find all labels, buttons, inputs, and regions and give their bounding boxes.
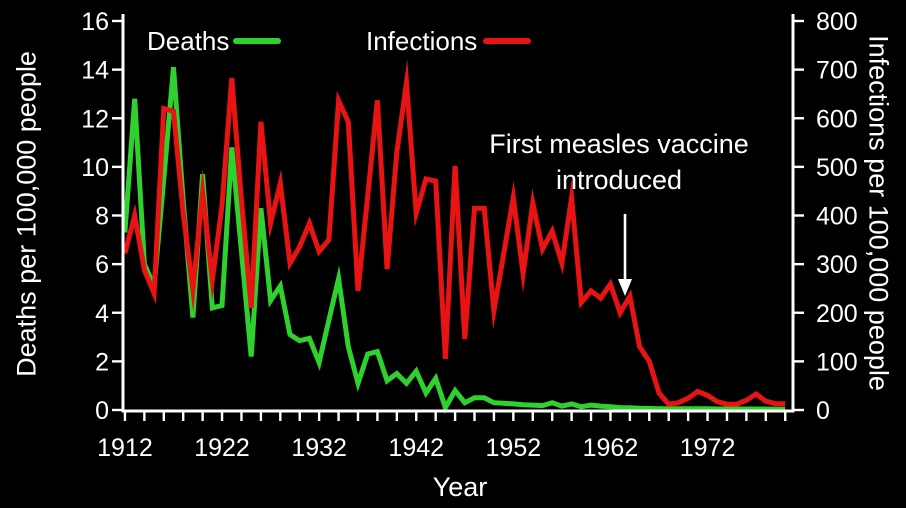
y-axis-right-tick-labels: 0 100 200 300 400 500 600 700 800	[816, 8, 858, 425]
y-axis-title-left: Deaths per 100,000 people	[11, 51, 42, 377]
tick-label: 0	[816, 397, 830, 425]
tick-label: 1942	[388, 434, 444, 462]
tick-label: 0	[95, 397, 109, 425]
tick-label: 1932	[291, 434, 347, 462]
tick-label: 8	[95, 203, 109, 231]
tick-label: 1962	[583, 434, 639, 462]
vaccine-annotation-line1: First measles vaccine	[489, 129, 749, 159]
tick-label: 100	[816, 348, 858, 376]
x-axis-tick-labels: 1912 1922 1932 1942 1952 1962 1972	[97, 434, 735, 462]
tick-label: 4	[95, 300, 109, 328]
tick-label: 1912	[97, 434, 153, 462]
vaccine-annotation: First measles vaccine introduced	[489, 126, 749, 198]
tick-label: 300	[816, 251, 858, 279]
tick-label: 400	[816, 203, 858, 231]
tick-label: 200	[816, 300, 858, 328]
y-axis-left-tick-labels: 0 2 4 6 8 10 12 14 16	[81, 8, 109, 425]
tick-label: 2	[95, 348, 109, 376]
x-axis-title: Year	[432, 472, 488, 502]
arrow-down-icon	[618, 214, 633, 296]
tick-label: 600	[816, 105, 858, 133]
tick-label: 800	[816, 8, 858, 36]
legend-swatch-deaths-line-icon	[233, 38, 281, 44]
legend-label-infections: Infections	[366, 26, 478, 56]
tick-label: 1952	[486, 434, 542, 462]
tick-label: 700	[816, 57, 858, 85]
vaccine-annotation-line2: introduced	[555, 165, 683, 195]
y-axis-title-right: Infections per 100,000 people	[863, 35, 894, 391]
infections-line	[122, 59, 786, 407]
tick-label: 14	[81, 57, 109, 85]
tick-label: 1922	[194, 434, 250, 462]
tick-label: 16	[81, 8, 109, 36]
x-axis-ticks	[123, 411, 787, 421]
y-axis-left-ticks	[112, 19, 123, 412]
tick-label: 6	[95, 251, 109, 279]
tick-label: 10	[81, 154, 109, 182]
y-axis-right-ticks	[793, 19, 804, 412]
tick-label: 12	[81, 105, 109, 133]
legend-swatch-infections-line-icon	[483, 38, 531, 44]
tick-label: 500	[816, 154, 858, 182]
axes	[121, 14, 795, 413]
legend-label-deaths: Deaths	[147, 26, 230, 56]
deaths-line	[122, 66, 786, 414]
tick-label: 1972	[680, 434, 736, 462]
